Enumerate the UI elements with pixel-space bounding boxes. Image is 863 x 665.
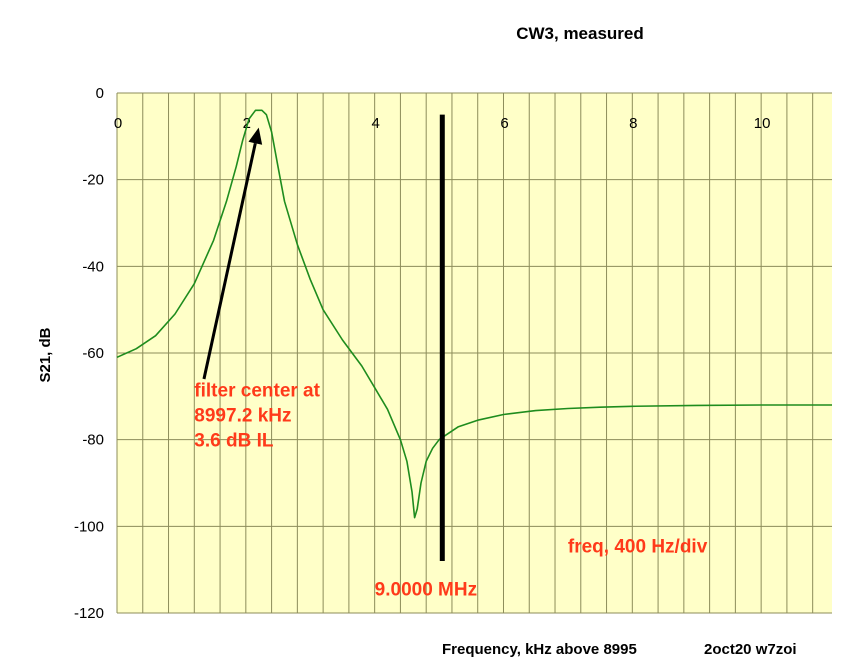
- annotation-text: 3.6 dB IL: [194, 430, 274, 451]
- arrow-shaft: [202, 142, 257, 380]
- y-axis-label: S21, dB: [37, 327, 54, 382]
- center-arrow: [202, 127, 263, 380]
- y-tick-label: -60: [82, 345, 104, 362]
- y-tick-label: 0: [96, 85, 104, 102]
- y-tick-label: -20: [82, 172, 104, 189]
- x-tick-label: 4: [371, 115, 379, 132]
- chart-title: CW3, measured: [516, 24, 644, 43]
- x-tick-label: 6: [500, 115, 508, 132]
- x-tick-label: 10: [754, 115, 771, 132]
- x-tick-label: 8: [629, 115, 637, 132]
- grid: [116, 92, 832, 614]
- x-tick-label: 0: [114, 115, 122, 132]
- y-axis-ticks: 0 -20 -40 -60 -80 -100 -120: [74, 85, 104, 622]
- y-tick-label: -80: [82, 432, 104, 449]
- x-tick-label: 2: [243, 115, 251, 132]
- x-axis-label: Frequency, kHz above 8995: [442, 641, 637, 658]
- footer-note: 2oct20 w7zoi: [704, 641, 797, 658]
- y-tick-label: -100: [74, 518, 104, 535]
- arrow-head: [248, 127, 263, 145]
- annotation-text: freq, 400 Hz/div: [568, 536, 708, 557]
- x-axis-ticks: 0 2 4 6 8 10: [114, 115, 771, 132]
- annotations: filter center at 8997.2 kHz 3.6 dB IL 9.000…: [194, 380, 707, 600]
- y-tick-label: -120: [74, 605, 104, 622]
- y-tick-label: -40: [82, 258, 104, 275]
- annotation-text: 9.0000 MHz: [375, 580, 477, 601]
- series-line: [116, 109, 832, 519]
- annotation-text: 8997.2 kHz: [194, 405, 291, 426]
- annotation-text: filter center at: [194, 380, 320, 401]
